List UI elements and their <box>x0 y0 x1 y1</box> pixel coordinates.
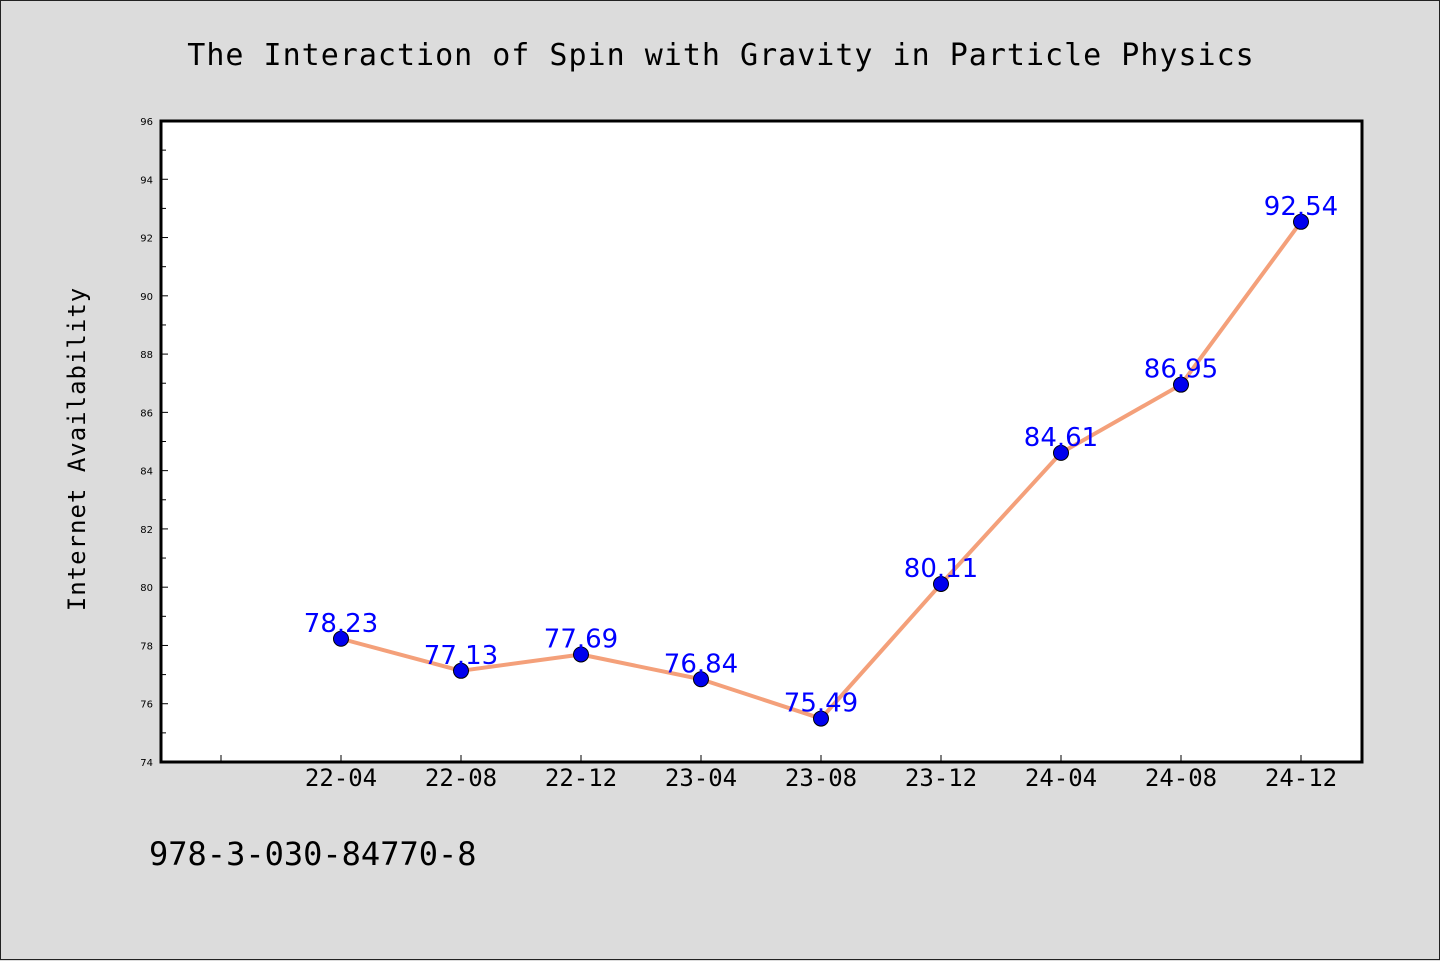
data-label: 77.13 <box>424 641 498 671</box>
y-tick-label: 84 <box>140 467 153 478</box>
x-tick-label: 22-04 <box>305 764 377 792</box>
data-label: 75.49 <box>784 689 858 719</box>
data-point <box>453 662 469 679</box>
data-point <box>1053 444 1069 461</box>
data-label: 78.23 <box>304 609 378 639</box>
y-tick-label: 82 <box>140 525 153 536</box>
x-tick-label: 22-08 <box>425 764 497 792</box>
data-labels-layer: 78.23 77.13 77.69 76.84 75.49 80.11 84.61 86.95… <box>304 192 1338 719</box>
y-tick-label: 74 <box>140 758 153 769</box>
data-label: 77.69 <box>544 624 618 654</box>
y-tick-label: 78 <box>140 641 153 652</box>
data-point <box>813 710 829 727</box>
data-label: 86.95 <box>1144 355 1218 385</box>
data-label: 92.54 <box>1264 192 1338 222</box>
data-point <box>1293 213 1309 230</box>
x-axis: 22-04 22-08 22-12 23-04 23-08 23-12 24-04 24-08… <box>220 755 1337 792</box>
chart-title: The Interaction of Spin with Gravity in … <box>187 38 1254 73</box>
y-tick-label: 88 <box>140 350 153 361</box>
data-point <box>333 630 349 647</box>
y-tick-label: 92 <box>140 234 153 245</box>
data-point <box>573 646 589 663</box>
y-tick-label: 96 <box>140 117 153 128</box>
y-tick-label: 90 <box>140 292 153 303</box>
y-tick-label: 86 <box>140 408 153 419</box>
data-label: 84.61 <box>1024 423 1098 453</box>
x-tick-label: 24-08 <box>1145 764 1217 792</box>
data-label: 80.11 <box>904 554 978 584</box>
x-tick-label: 24-04 <box>1025 764 1097 792</box>
plot-area <box>159 119 1364 764</box>
data-point <box>933 575 949 592</box>
data-point <box>1173 376 1189 393</box>
data-point <box>693 671 709 688</box>
y-tick-label: 76 <box>140 700 153 711</box>
x-tick-label: 22-12 <box>545 764 617 792</box>
data-label: 76.84 <box>664 649 738 679</box>
y-axis-label: Internet Availability <box>63 287 91 611</box>
series-layer <box>333 213 1309 727</box>
x-tick-label: 23-08 <box>785 764 857 792</box>
x-tick-label: 23-12 <box>905 764 977 792</box>
y-tick-label: 94 <box>140 175 153 186</box>
x-tick-label: 24-12 <box>1265 764 1337 792</box>
y-axis: 74 76 78 80 82 84 86 88 90 92 94 96 <box>140 117 168 769</box>
footer-isbn: 978-3-030-84770-8 <box>149 835 477 873</box>
x-tick-label: 23-04 <box>665 764 737 792</box>
y-tick-label: 80 <box>140 583 153 594</box>
